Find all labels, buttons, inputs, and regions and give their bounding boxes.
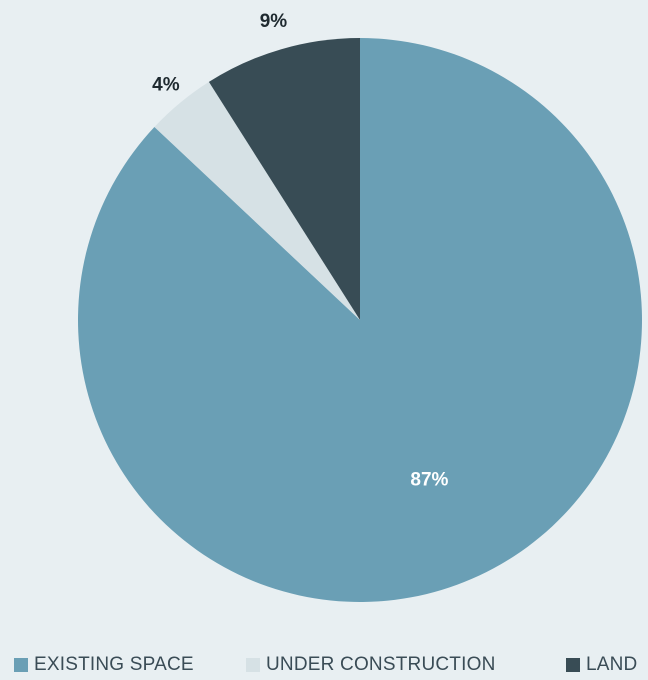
legend: EXISTING SPACE UNDER CONSTRUCTION LAND <box>0 654 648 680</box>
pie-slice-existing-space <box>77 38 642 602</box>
data-label-existing-space: 87% <box>410 469 448 490</box>
legend-swatch-existing-space <box>14 658 28 672</box>
pie-slices <box>77 38 642 602</box>
legend-label-land: LAND <box>586 654 638 675</box>
legend-swatch-under-construction <box>246 658 260 672</box>
legend-item-existing-space: EXISTING SPACE <box>14 654 194 676</box>
legend-swatch-land <box>566 658 580 672</box>
legend-item-land: LAND <box>566 654 637 676</box>
pie-plot-area: 87% 4% 9% <box>77 11 642 602</box>
legend-label-existing-space: EXISTING SPACE <box>34 654 194 675</box>
pie-slice-under-construction <box>154 81 360 320</box>
pie-data-labels: 87% 4% 9% <box>152 11 448 490</box>
legend-label-under-construction: UNDER CONSTRUCTION <box>266 654 496 675</box>
data-label-land: 9% <box>260 11 288 32</box>
data-label-under-construction: 4% <box>152 74 180 95</box>
pie-slice-land <box>208 38 360 320</box>
legend-item-under-construction: UNDER CONSTRUCTION <box>246 654 496 676</box>
